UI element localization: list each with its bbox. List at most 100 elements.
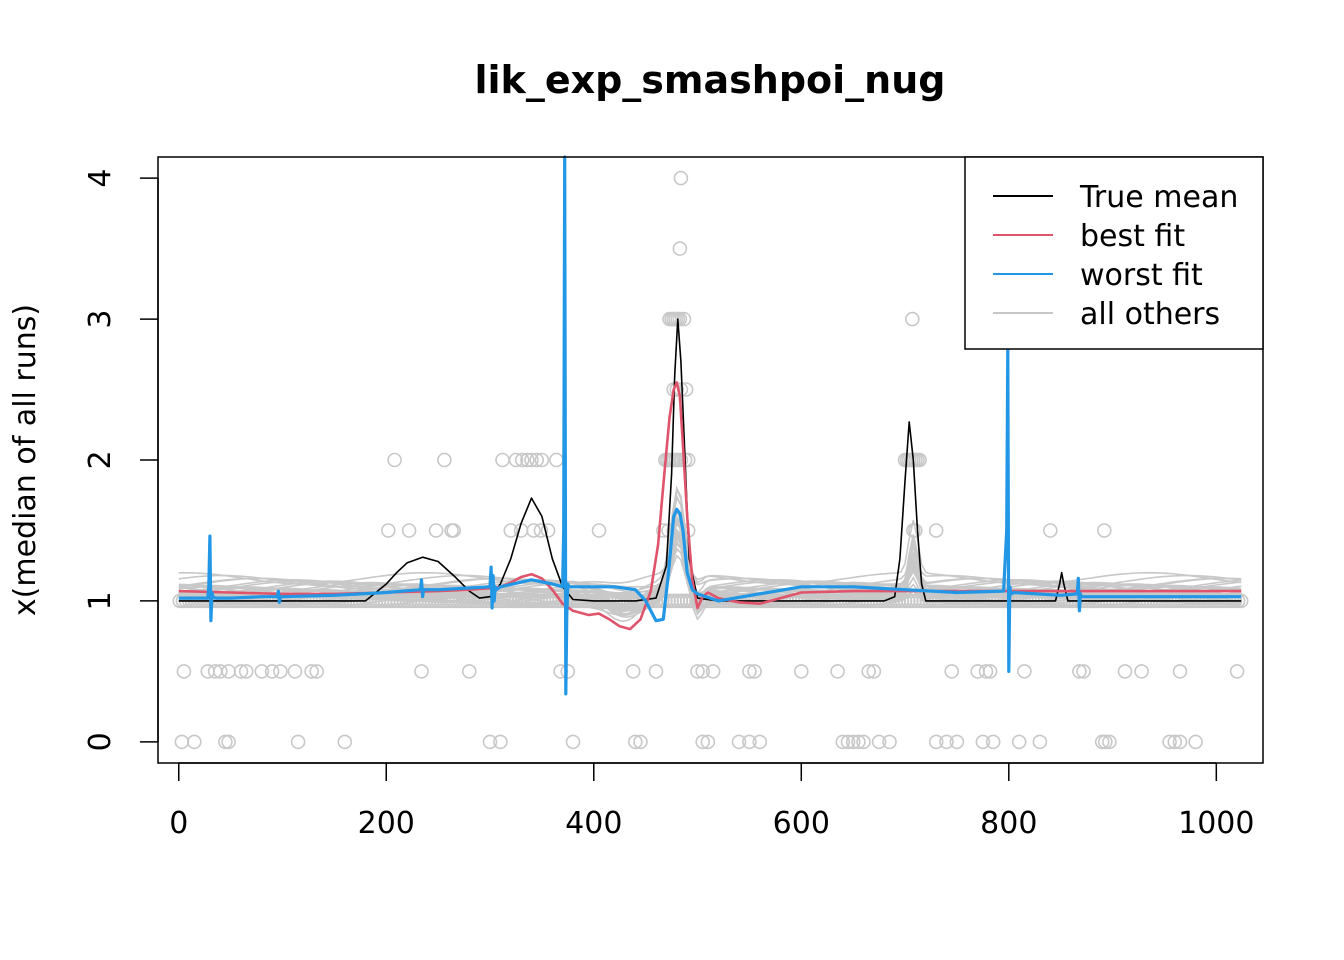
data-point xyxy=(856,734,871,750)
y-tick-label: 2 xyxy=(83,450,118,469)
data-point xyxy=(861,664,877,679)
data-point xyxy=(254,664,270,679)
data-point xyxy=(695,664,711,679)
data-point xyxy=(949,734,965,750)
data-point xyxy=(337,734,353,750)
data-point xyxy=(1076,664,1091,679)
data-point xyxy=(221,734,236,750)
data-point xyxy=(1134,664,1149,679)
data-point xyxy=(944,664,960,679)
y-axis-label: x(median of all runs) xyxy=(8,304,43,616)
data-point xyxy=(978,664,994,679)
data-point xyxy=(742,664,757,679)
data-point xyxy=(514,452,530,468)
data-point xyxy=(975,734,991,750)
data-point xyxy=(633,734,648,750)
data-point xyxy=(213,664,228,679)
data-point xyxy=(1229,664,1245,679)
x-axis: 0 200 400 600 800 1000 xyxy=(169,762,1254,841)
data-point xyxy=(1072,664,1087,679)
data-point xyxy=(560,664,576,679)
series-line-true-mean xyxy=(178,318,1242,602)
data-point xyxy=(428,523,444,538)
data-point xyxy=(747,664,762,679)
y-axis: 0 1 2 3 4 xyxy=(83,169,159,751)
data-point xyxy=(503,523,519,538)
x-tick-label: 400 xyxy=(565,806,622,841)
data-point xyxy=(742,734,757,750)
data-point xyxy=(273,664,288,679)
data-point xyxy=(1098,734,1113,750)
legend-label-others: all others xyxy=(1080,297,1220,332)
data-point xyxy=(264,664,280,679)
data-point xyxy=(200,664,216,679)
data-point xyxy=(287,664,303,679)
data-point xyxy=(482,734,498,750)
data-point xyxy=(1017,664,1032,679)
data-point xyxy=(176,664,192,679)
legend-label-worst-fit: worst fit xyxy=(1080,258,1203,293)
data-point xyxy=(1032,734,1048,750)
data-point xyxy=(672,241,688,256)
data-point xyxy=(495,452,510,468)
data-point xyxy=(673,452,689,468)
data-point xyxy=(1172,664,1188,679)
data-point xyxy=(928,523,944,538)
data-point xyxy=(533,523,549,538)
data-point xyxy=(565,734,581,750)
data-point xyxy=(221,664,236,679)
data-point xyxy=(508,452,524,468)
data-point xyxy=(233,664,249,679)
data-point xyxy=(731,734,747,750)
data-point xyxy=(446,523,462,538)
data-point xyxy=(218,734,233,750)
data-point xyxy=(871,734,887,750)
data-point xyxy=(752,734,768,750)
data-point xyxy=(461,664,477,679)
data-point xyxy=(672,311,688,327)
data-point xyxy=(591,523,607,538)
others-line xyxy=(178,519,1242,585)
data-point xyxy=(414,664,429,679)
data-point xyxy=(534,452,550,468)
data-point xyxy=(625,664,641,679)
data-point xyxy=(1011,734,1027,750)
legend-label-best-fit: best fit xyxy=(1080,219,1185,254)
data-point xyxy=(939,734,954,750)
data-point xyxy=(830,664,845,679)
data-point xyxy=(309,664,325,679)
data-point xyxy=(845,734,861,750)
data-point xyxy=(1167,734,1183,750)
series-layer xyxy=(178,155,1242,696)
data-point xyxy=(908,523,923,538)
data-point xyxy=(493,734,508,750)
x-tick-label: 800 xyxy=(980,806,1037,841)
data-point xyxy=(985,734,1001,750)
data-point xyxy=(380,523,396,538)
data-point xyxy=(304,664,319,679)
data-point xyxy=(793,664,809,679)
data-point xyxy=(401,523,417,538)
data-point xyxy=(673,170,689,186)
x-tick-label: 1000 xyxy=(1178,806,1254,841)
data-point xyxy=(700,734,716,750)
data-point xyxy=(529,452,545,468)
chart-title: lik_exp_smashpoi_nug xyxy=(475,58,946,102)
data-point xyxy=(680,452,696,468)
data-point xyxy=(187,734,202,750)
data-point xyxy=(840,734,856,750)
data-point xyxy=(695,734,711,750)
data-point xyxy=(1117,664,1133,679)
x-tick-label: 600 xyxy=(773,806,830,841)
legend-label-true-mean: True mean xyxy=(1079,180,1238,215)
legend: True mean best fit worst fit all others xyxy=(964,156,1264,350)
data-point xyxy=(290,734,306,750)
data-point xyxy=(904,311,920,327)
data-point xyxy=(1188,734,1203,750)
data-point xyxy=(1172,734,1188,750)
y-tick-label: 3 xyxy=(83,310,118,329)
x-tick-label: 0 xyxy=(169,806,188,841)
x-tick-label: 200 xyxy=(358,806,415,841)
y-tick-label: 4 xyxy=(83,169,118,188)
data-point xyxy=(437,452,452,468)
